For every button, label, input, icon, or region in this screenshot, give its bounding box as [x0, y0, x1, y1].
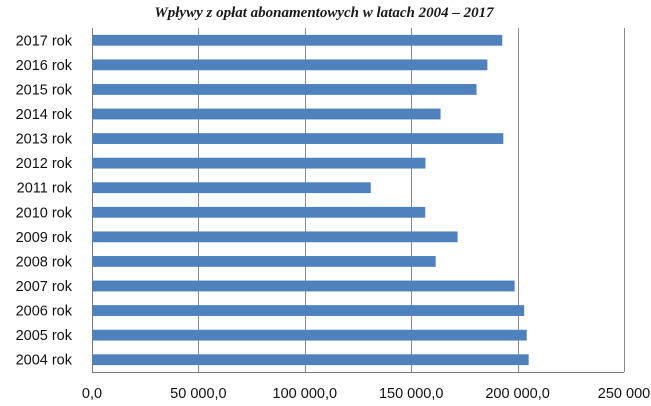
- bar: [92, 329, 527, 341]
- bars: [92, 34, 529, 366]
- bar: [92, 231, 458, 243]
- x-tick-labels: 0,0 50 000,0 100 000,0 150 000,0 200 000,0 25…: [82, 386, 650, 402]
- category-labels: 2017 rok 2016 rok 2015 rok 2014 rok 2013 rok…: [16, 33, 73, 368]
- x-tick-label: 150 000,0: [379, 386, 444, 402]
- category-label: 2016 rok: [16, 58, 73, 74]
- category-label: 2006 rok: [16, 304, 73, 320]
- bar: [92, 305, 525, 316]
- x-tick-label: 0,0: [82, 386, 102, 402]
- x-tick-label: 50 000,0: [170, 386, 226, 402]
- category-label: 2007 rok: [16, 279, 73, 295]
- category-label: 2017 rok: [16, 33, 73, 49]
- bar: [92, 84, 477, 95]
- bar: [92, 256, 436, 267]
- category-label: 2004 rok: [16, 353, 73, 369]
- bar: [92, 157, 426, 169]
- category-label: 2005 rok: [16, 328, 73, 344]
- bar: [92, 280, 515, 292]
- bar: [92, 133, 504, 144]
- category-label: 2011 rok: [17, 181, 73, 197]
- bar: [92, 34, 503, 46]
- category-label: 2012 rok: [16, 156, 73, 172]
- bar: [92, 59, 488, 71]
- x-tick-label: 100 000,0: [273, 386, 338, 402]
- x-tick-label: 250 000: [598, 386, 650, 402]
- category-label: 2009 rok: [16, 230, 73, 246]
- category-label: 2010 rok: [16, 205, 73, 221]
- bar: [92, 182, 371, 194]
- gridlines: [92, 28, 625, 373]
- category-label: 2008 rok: [16, 254, 73, 270]
- category-label: 2013 rok: [16, 132, 73, 148]
- bar: [92, 108, 441, 120]
- category-label: 2015 rok: [16, 82, 73, 98]
- category-label: 2014 rok: [16, 107, 73, 123]
- bar: [92, 354, 529, 366]
- chart-title: Wpływy z opłat abonamentowych w latach 2…: [154, 5, 494, 21]
- x-tick-label: 200 000,0: [485, 386, 550, 402]
- bar: [92, 206, 426, 218]
